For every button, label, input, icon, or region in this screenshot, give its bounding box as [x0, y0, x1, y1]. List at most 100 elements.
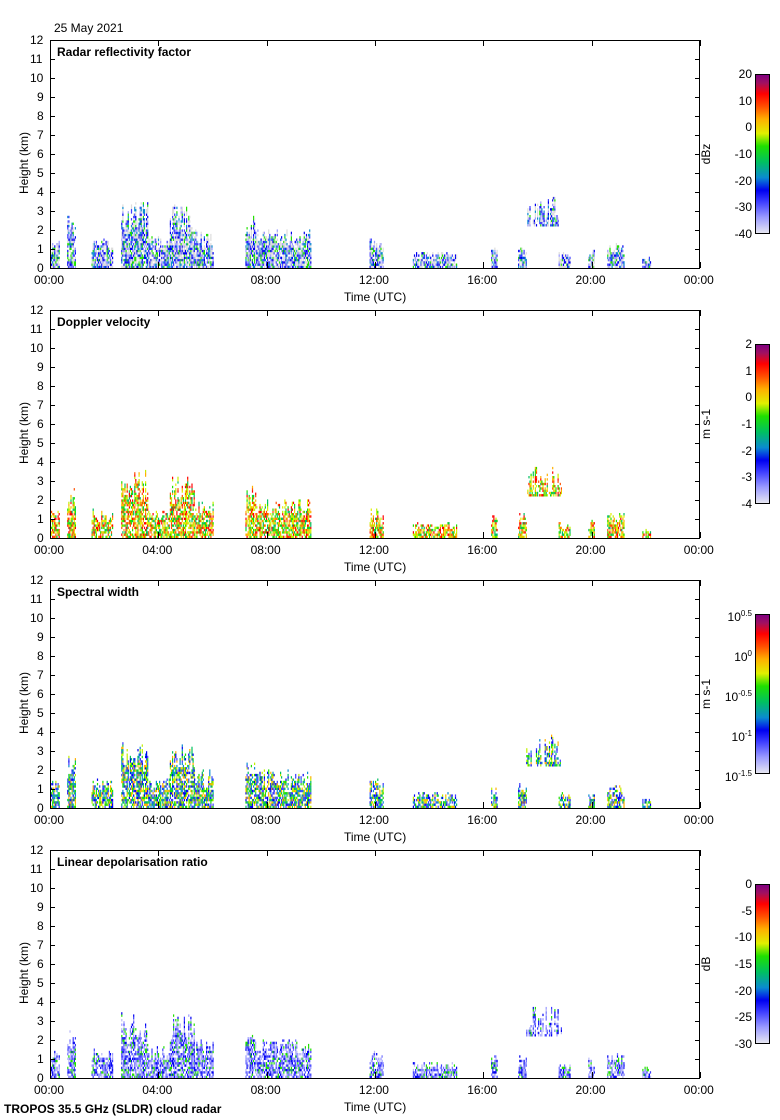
echo-pixel [443, 261, 445, 264]
echo-pixel [180, 229, 182, 232]
echo-pixel [121, 501, 123, 505]
echo-pixel [537, 212, 539, 216]
echo-pixel [109, 256, 112, 260]
echo-pixel [128, 247, 130, 250]
echo-pixel [198, 519, 200, 523]
echo-pixel [372, 263, 374, 266]
echo-pixel [93, 515, 95, 518]
echo-pixel [246, 501, 248, 505]
echo-pixel [212, 524, 214, 527]
echo-pixel [281, 236, 283, 239]
echo-pixel [174, 204, 176, 207]
echo-pixel [172, 206, 174, 210]
echo-pixel [251, 240, 254, 244]
echo-pixel [140, 513, 142, 516]
echo-pixel [207, 238, 209, 241]
echo-pixel [72, 497, 74, 500]
echo-pixel [138, 233, 140, 237]
echo-pixel [209, 263, 211, 266]
echo-pixel [261, 254, 263, 257]
echo-pixel [100, 254, 102, 257]
echo-pixel [104, 528, 106, 532]
echo-pixel [248, 252, 250, 255]
echo-pixel [165, 256, 167, 260]
echo-pixel [280, 533, 282, 536]
echo-pixel [108, 519, 110, 523]
echo-pixel [170, 499, 173, 502]
echo-pixel [379, 243, 381, 246]
echo-pixel [180, 252, 182, 255]
echo-pixel [175, 229, 177, 232]
echo-pixel [167, 256, 169, 260]
echo-pixel [199, 517, 201, 520]
echo-pixel [309, 240, 311, 244]
y-tick-label: 10 [30, 71, 44, 85]
echo-pixel [371, 256, 373, 260]
echo-pixel [418, 254, 420, 257]
echo-pixel [196, 249, 198, 253]
echo-pixel [519, 258, 521, 262]
echo-pixel [282, 524, 284, 527]
echo-pixel [593, 254, 595, 257]
echo-pixel [267, 240, 269, 244]
echo-pixel [553, 196, 555, 200]
echo-pixel [132, 247, 134, 250]
echo-pixel [155, 247, 157, 250]
echo-pixel [109, 265, 112, 268]
echo-pixel [110, 263, 113, 266]
echo-pixel [175, 222, 177, 225]
echo-pixel [146, 211, 148, 214]
echo-pixel [540, 210, 542, 213]
echo-pixel [125, 501, 127, 505]
echo-pixel [132, 513, 134, 516]
echo-pixel [307, 263, 309, 266]
echo-pixel [135, 236, 137, 239]
y-tick [50, 211, 55, 212]
echo-pixel [210, 249, 212, 253]
echo-pixel [281, 261, 283, 264]
echo-pixel [150, 526, 152, 530]
echo-pixel [165, 252, 167, 255]
echo-pixel [607, 254, 609, 257]
echo-pixel [54, 535, 56, 538]
echo-pixel [187, 243, 189, 246]
echo-pixel [524, 261, 526, 264]
echo-pixel [141, 531, 143, 534]
echo-pixel [170, 236, 173, 239]
echo-pixel [107, 256, 109, 260]
echo-pixel [186, 265, 188, 268]
echo-pixel [289, 258, 291, 262]
echo-pixel [142, 483, 144, 486]
echo-pixel [73, 238, 75, 241]
echo-pixel [300, 258, 302, 262]
echo-pixel [275, 510, 277, 514]
echo-pixel [607, 249, 609, 253]
echo-pixel [203, 517, 205, 520]
echo-pixel [269, 247, 271, 250]
echo-pixel [291, 528, 293, 532]
echo-pixel [95, 531, 97, 534]
echo-pixel [169, 531, 171, 534]
echo-pixel [282, 247, 284, 250]
echo-pixel [132, 236, 134, 239]
echo-pixel [285, 517, 287, 520]
echo-pixel [189, 492, 191, 495]
echo-pixel [255, 506, 257, 509]
echo-pixel [207, 240, 209, 244]
echo-pixel [172, 510, 174, 514]
echo-pixel [192, 528, 194, 532]
echo-pixel [181, 209, 183, 212]
echo-pixel [269, 238, 271, 241]
echo-pixel [92, 513, 94, 516]
echo-pixel [454, 258, 457, 262]
echo-pixel [68, 238, 70, 241]
echo-pixel [295, 254, 297, 257]
echo-pixel [274, 256, 276, 260]
echo-pixel [203, 535, 205, 538]
echo-pixel [99, 522, 101, 525]
echo-pixel [180, 535, 182, 538]
echo-pixel [126, 265, 128, 268]
echo-pixel [290, 528, 292, 532]
echo-pixel [447, 265, 449, 268]
y-tick-label: 12 [30, 33, 44, 47]
